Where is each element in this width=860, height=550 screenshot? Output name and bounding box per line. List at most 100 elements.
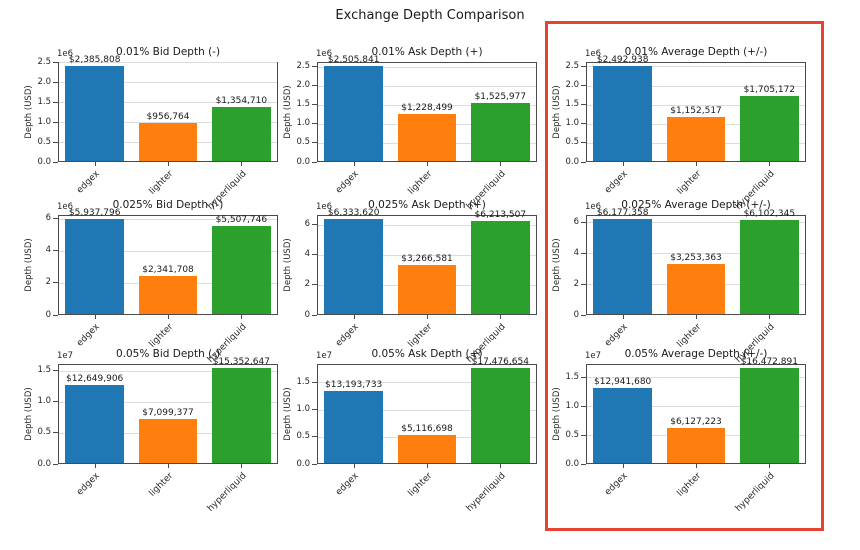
figure-title: Exchange Depth Comparison <box>335 8 525 23</box>
x-tick-label: edgex <box>334 169 361 196</box>
y-tick-label: 4 <box>304 249 310 260</box>
bar-value-label: $5,116,698 <box>401 424 453 435</box>
x-tick-mark <box>696 315 697 319</box>
y-tick-label: 0.0 <box>565 458 579 469</box>
y-gridline <box>59 218 277 220</box>
y-gridline <box>587 222 805 224</box>
y-tick-label: 2.0 <box>37 76 51 87</box>
y-tick-mark <box>312 381 317 383</box>
y-gridline <box>587 66 805 68</box>
axis-scale-label: 1e6 <box>57 202 74 212</box>
x-tick-mark <box>622 315 624 319</box>
y-tick-label: 0 <box>304 309 310 320</box>
y-tick-label: 6 <box>304 219 310 230</box>
y-gridline <box>59 370 277 372</box>
x-tick-label: edgex <box>75 322 102 349</box>
y-tick-mark <box>53 61 58 63</box>
x-tick-label: edgex <box>603 471 630 498</box>
y-tick-label: 0 <box>573 309 579 320</box>
subplot-title: 0.05% Ask Depth (+) <box>371 348 483 360</box>
x-tick-mark <box>94 464 96 468</box>
y-tick-label: 1.5 <box>565 99 579 110</box>
subplot-avg-001: 0.0 0.5 1.0 1.5 2.0 2.5 edgex $2,492,938 lighter… <box>552 46 806 212</box>
y-tick-label: 0.5 <box>565 429 579 440</box>
y-gridline <box>587 253 805 255</box>
x-tick-mark <box>168 315 169 319</box>
bar-value-label: $1,152,517 <box>670 105 722 116</box>
subplot-avg-0025: 0 2 4 6 edgex $6,177,358 lighter $3,253,363 hype… <box>552 199 806 365</box>
y-tick-mark <box>581 463 586 465</box>
y-tick-mark <box>312 123 317 125</box>
y-tick-label: 4 <box>45 245 51 256</box>
y-tick-mark <box>53 141 58 143</box>
y-tick-label: 0 <box>45 309 51 320</box>
y-tick-mark <box>53 81 58 83</box>
subplot-ask-005: 0.0 0.5 1.0 1.5 edgex $13,193,733 lighter $5,11… <box>283 348 537 514</box>
y-tick-label: 1.0 <box>296 118 310 129</box>
subplot-title: 0.05% Bid Depth (-) <box>115 348 221 360</box>
y-tick-label: 2 <box>304 279 310 290</box>
y-tick-mark <box>312 161 317 163</box>
y-tick-label: 2.5 <box>296 61 310 72</box>
bar-value-label: $6,102,345 <box>743 208 796 219</box>
y-tick-label: 2.0 <box>565 80 579 91</box>
bar-value-label: $1,705,172 <box>743 84 796 95</box>
bar-lighter <box>138 122 198 161</box>
subplot-title: 0.01% Average Depth (+/-) <box>624 46 768 58</box>
axis-scale-label: 1e6 <box>585 202 602 212</box>
x-tick-label: lighter <box>675 322 704 350</box>
y-tick-mark <box>581 283 586 285</box>
y-tick-mark <box>53 250 58 252</box>
y-gridline <box>59 102 277 104</box>
bar-value-label: $12,649,906 <box>66 373 124 384</box>
x-tick-mark <box>696 162 697 166</box>
x-tick-mark <box>353 464 355 468</box>
bar-value-label: $1,228,499 <box>401 103 453 114</box>
x-tick-label: hyperliquid <box>205 471 249 514</box>
y-tick-mark <box>581 376 586 378</box>
y-tick-label: 2 <box>573 278 579 289</box>
x-tick-mark <box>427 464 428 468</box>
y-tick-mark <box>581 314 586 316</box>
y-axis-label: Depth (USD) <box>24 85 34 139</box>
bar-value-label: $12,941,680 <box>594 377 652 388</box>
y-gridline <box>59 250 277 252</box>
y-tick-mark <box>312 66 317 68</box>
y-tick-label: 1.0 <box>565 118 579 129</box>
axis-scale-label: 1e7 <box>585 351 602 361</box>
y-tick-label: 0.5 <box>296 137 310 148</box>
bar-value-label: $13,193,733 <box>325 380 383 391</box>
y-tick-label: 1.0 <box>296 404 310 414</box>
y-tick-mark <box>312 254 317 256</box>
bar-lighter <box>397 435 457 463</box>
bar-value-label: $2,492,938 <box>596 54 649 65</box>
bar-value-label: $1,525,977 <box>474 92 527 102</box>
subplot-title: 0.025% Average Depth (+/-) <box>621 199 771 211</box>
bar-value-label: $956,764 <box>146 111 190 122</box>
bar-lighter <box>666 263 726 314</box>
y-tick-mark <box>53 401 58 403</box>
y-tick-mark <box>53 370 58 372</box>
bar-lighter <box>138 276 198 314</box>
y-tick-label: 2 <box>45 277 51 288</box>
y-tick-mark <box>53 121 58 123</box>
y-tick-mark <box>581 123 586 125</box>
subplot-ask-001: 0.0 0.5 1.0 1.5 2.0 2.5 edgex $2,505,841 lighter… <box>283 46 537 212</box>
axis-scale-label: 1e7 <box>57 351 74 361</box>
x-tick-label: hyperliquid <box>464 471 508 514</box>
x-tick-mark <box>168 464 169 468</box>
y-tick-mark <box>312 224 317 226</box>
y-tick-label: 0.0 <box>37 156 51 167</box>
bar-hyperliquid <box>212 225 271 314</box>
bar-value-label: $2,341,708 <box>142 265 194 276</box>
y-tick-label: 6 <box>45 213 51 224</box>
bar-edgex <box>324 65 383 161</box>
x-tick-mark <box>500 162 502 166</box>
bar-value-label: $15,352,647 <box>212 356 270 367</box>
y-tick-label: 4 <box>573 247 579 258</box>
bar-lighter <box>138 418 198 463</box>
x-tick-label: lighter <box>147 471 176 499</box>
y-tick-mark <box>53 161 58 163</box>
y-axis-label: Depth (USD) <box>552 238 562 292</box>
y-tick-mark <box>581 104 586 106</box>
